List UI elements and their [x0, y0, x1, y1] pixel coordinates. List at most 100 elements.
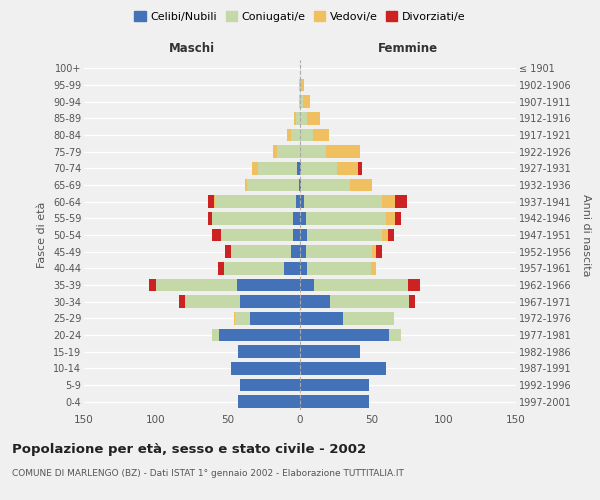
- Bar: [300, 329, 389, 341]
- Bar: [314, 279, 408, 291]
- Bar: [299, 96, 300, 108]
- Bar: [212, 229, 221, 241]
- Bar: [218, 262, 224, 274]
- Bar: [303, 96, 310, 108]
- Bar: [238, 396, 300, 408]
- Bar: [300, 396, 369, 408]
- Bar: [304, 196, 382, 208]
- Bar: [293, 212, 300, 224]
- Bar: [234, 312, 235, 324]
- Bar: [372, 246, 376, 258]
- Bar: [156, 279, 236, 291]
- Bar: [326, 146, 361, 158]
- Bar: [371, 262, 376, 274]
- Bar: [300, 112, 307, 124]
- Y-axis label: Anni di nascita: Anni di nascita: [581, 194, 591, 276]
- Bar: [235, 312, 250, 324]
- Bar: [277, 146, 300, 158]
- Bar: [409, 296, 415, 308]
- Bar: [343, 312, 394, 324]
- Bar: [388, 229, 394, 241]
- Bar: [408, 279, 419, 291]
- Bar: [300, 229, 307, 241]
- Bar: [300, 296, 330, 308]
- Bar: [208, 196, 214, 208]
- Bar: [300, 246, 306, 258]
- Bar: [292, 246, 300, 258]
- Bar: [292, 129, 300, 141]
- Bar: [297, 162, 300, 174]
- Bar: [293, 229, 300, 241]
- Bar: [382, 196, 395, 208]
- Bar: [179, 296, 185, 308]
- Bar: [221, 229, 293, 241]
- Bar: [306, 212, 386, 224]
- Bar: [300, 262, 307, 274]
- Bar: [301, 79, 304, 92]
- Bar: [258, 162, 297, 174]
- Bar: [376, 246, 382, 258]
- Bar: [300, 312, 343, 324]
- Bar: [208, 212, 212, 224]
- Bar: [300, 212, 306, 224]
- Bar: [300, 146, 326, 158]
- Bar: [313, 129, 329, 141]
- Bar: [301, 162, 337, 174]
- Bar: [253, 162, 258, 174]
- Bar: [300, 346, 361, 358]
- Bar: [395, 212, 401, 224]
- Bar: [247, 179, 299, 192]
- Bar: [386, 212, 395, 224]
- Bar: [220, 329, 300, 341]
- Legend: Celibi/Nubili, Coniugati/e, Vedovi/e, Divorziati/e: Celibi/Nubili, Coniugati/e, Vedovi/e, Di…: [134, 12, 466, 22]
- Bar: [300, 129, 313, 141]
- Bar: [395, 196, 407, 208]
- Bar: [236, 279, 300, 291]
- Y-axis label: Fasce di età: Fasce di età: [37, 202, 47, 268]
- Bar: [231, 362, 300, 374]
- Bar: [296, 196, 300, 208]
- Bar: [300, 362, 386, 374]
- Bar: [307, 112, 320, 124]
- Bar: [294, 112, 296, 124]
- Bar: [214, 196, 215, 208]
- Bar: [307, 262, 371, 274]
- Bar: [299, 79, 300, 92]
- Bar: [300, 179, 301, 192]
- Bar: [245, 179, 247, 192]
- Bar: [337, 162, 358, 174]
- Bar: [287, 129, 292, 141]
- Bar: [307, 229, 382, 241]
- Bar: [299, 179, 300, 192]
- Text: COMUNE DI MARLENGO (BZ) - Dati ISTAT 1° gennaio 2002 - Elaborazione TUTTITALIA.I: COMUNE DI MARLENGO (BZ) - Dati ISTAT 1° …: [12, 469, 404, 478]
- Bar: [284, 262, 300, 274]
- Bar: [306, 246, 372, 258]
- Bar: [300, 96, 303, 108]
- Bar: [239, 379, 300, 391]
- Bar: [212, 212, 293, 224]
- Bar: [300, 379, 369, 391]
- Bar: [224, 262, 284, 274]
- Bar: [301, 179, 350, 192]
- Bar: [231, 246, 292, 258]
- Bar: [272, 146, 277, 158]
- Bar: [185, 296, 239, 308]
- Bar: [300, 162, 301, 174]
- Bar: [330, 296, 409, 308]
- Bar: [215, 196, 296, 208]
- Bar: [149, 279, 156, 291]
- Bar: [300, 79, 301, 92]
- Bar: [300, 279, 314, 291]
- Text: Femmine: Femmine: [378, 42, 438, 55]
- Bar: [250, 312, 300, 324]
- Bar: [296, 112, 300, 124]
- Bar: [225, 246, 231, 258]
- Bar: [382, 229, 388, 241]
- Bar: [358, 162, 362, 174]
- Bar: [350, 179, 372, 192]
- Bar: [239, 296, 300, 308]
- Text: Maschi: Maschi: [169, 42, 215, 55]
- Bar: [300, 196, 304, 208]
- Text: Popolazione per età, sesso e stato civile - 2002: Popolazione per età, sesso e stato civil…: [12, 442, 366, 456]
- Bar: [389, 329, 401, 341]
